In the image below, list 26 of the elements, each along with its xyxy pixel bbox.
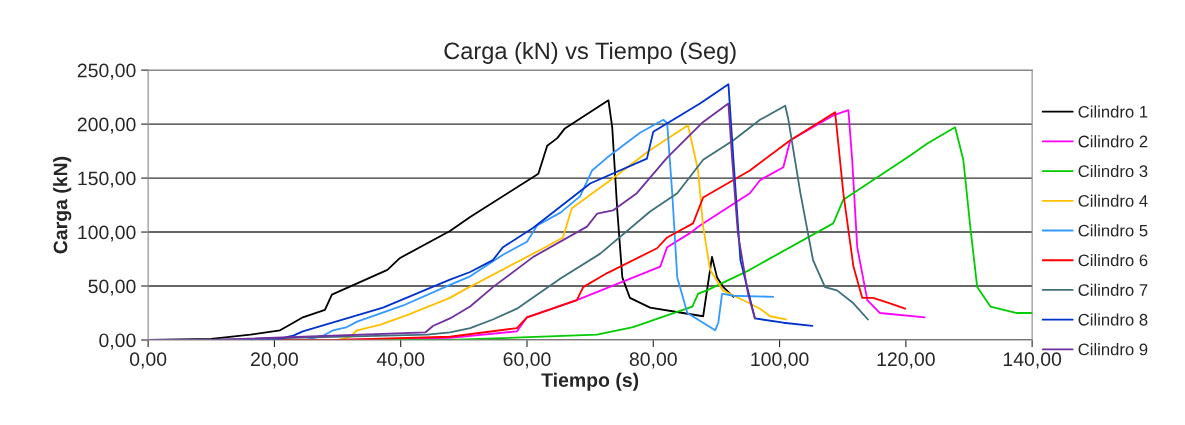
y-tick-label: 0,00 bbox=[99, 333, 136, 350]
legend-label: Cilindro 2 bbox=[1078, 135, 1148, 148]
x-tick-label: 20,00 bbox=[251, 352, 298, 369]
legend-label: Cilindro 7 bbox=[1078, 283, 1148, 296]
legend-label: Cilindro 8 bbox=[1078, 313, 1148, 326]
legend-label: Cilindro 9 bbox=[1078, 343, 1148, 356]
x-tick-label: 80,00 bbox=[629, 352, 677, 369]
legend-label: Cilindro 4 bbox=[1078, 194, 1148, 207]
y-tick-label: 50,00 bbox=[88, 279, 136, 296]
legend-label: Cilindro 5 bbox=[1078, 224, 1148, 237]
y-tick-label: 150,00 bbox=[78, 171, 136, 188]
y-tick-label: 100,00 bbox=[78, 225, 136, 242]
x-tick-label: 40,00 bbox=[376, 352, 425, 369]
y-axis-title: Carga (kN) bbox=[53, 156, 72, 254]
chart-title: Carga (kN) vs Tiempo (Seg) bbox=[444, 41, 736, 64]
x-tick-label: 100,00 bbox=[751, 352, 809, 369]
legend-label: Cilindro 6 bbox=[1078, 253, 1148, 267]
x-axis-title: Tiempo (s) bbox=[541, 372, 639, 391]
y-tick-label: 250,00 bbox=[77, 63, 136, 80]
legend-label: Cilindro 1 bbox=[1078, 105, 1148, 118]
y-tick-label: 200,00 bbox=[77, 117, 136, 134]
x-tick-label: 0,00 bbox=[129, 352, 167, 369]
x-tick-label: 60,00 bbox=[503, 352, 551, 369]
legend-label: Cilindro 3 bbox=[1078, 164, 1148, 178]
x-tick-label: 140,00 bbox=[1003, 352, 1062, 369]
x-tick-label: 120,00 bbox=[877, 352, 935, 369]
